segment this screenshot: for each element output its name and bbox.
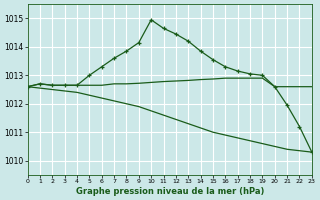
X-axis label: Graphe pression niveau de la mer (hPa): Graphe pression niveau de la mer (hPa) bbox=[76, 187, 264, 196]
